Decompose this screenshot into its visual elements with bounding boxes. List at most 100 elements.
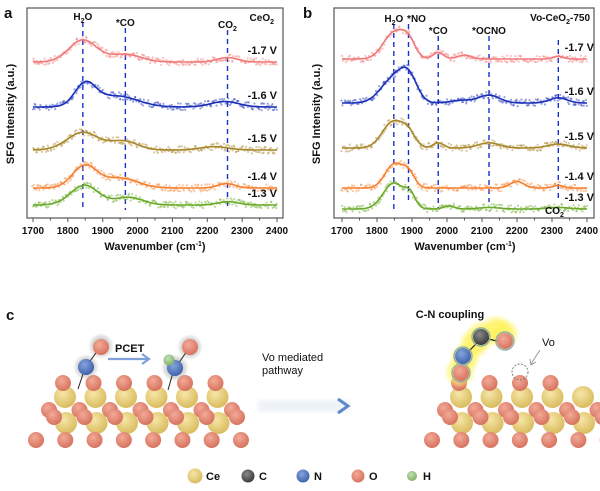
data-point xyxy=(451,149,454,152)
data-point xyxy=(432,205,435,208)
data-point xyxy=(269,146,272,150)
data-point xyxy=(570,97,573,100)
data-point xyxy=(585,60,589,63)
o-atom xyxy=(107,409,123,425)
data-point xyxy=(224,58,228,61)
data-point xyxy=(528,59,532,63)
data-point xyxy=(91,86,94,89)
data-point xyxy=(462,210,465,213)
data-point xyxy=(398,161,401,164)
data-point xyxy=(153,199,156,202)
data-point xyxy=(79,163,82,166)
data-point xyxy=(351,184,354,187)
data-point xyxy=(43,185,46,188)
data-point xyxy=(175,185,178,188)
data-point xyxy=(124,98,127,101)
data-point xyxy=(194,102,197,105)
data-point xyxy=(510,185,513,188)
data-point xyxy=(579,103,583,107)
data-point xyxy=(139,57,142,61)
x-tick-label: 1900 xyxy=(401,226,424,237)
data-point xyxy=(266,206,270,210)
data-point xyxy=(435,103,438,107)
legend-swatch-c xyxy=(241,469,255,483)
data-point xyxy=(480,93,483,96)
data-point xyxy=(159,63,163,67)
data-point xyxy=(460,185,463,188)
data-point xyxy=(242,182,245,186)
data-point xyxy=(174,151,177,154)
peak-label-star-no: *NO xyxy=(407,14,426,25)
x-tick-label: 2200 xyxy=(506,226,529,237)
ce-atom xyxy=(206,386,229,408)
data-point xyxy=(108,56,112,59)
data-point xyxy=(393,121,396,125)
data-point xyxy=(35,205,38,208)
data-point xyxy=(233,197,236,201)
data-point xyxy=(348,99,352,103)
data-point xyxy=(584,98,588,102)
data-point xyxy=(555,94,558,97)
data-point xyxy=(560,186,563,189)
series--1_6V: -1.6 V xyxy=(31,80,278,112)
data-point xyxy=(517,54,520,57)
data-point xyxy=(467,184,470,187)
data-point xyxy=(42,146,45,149)
data-point xyxy=(182,189,185,192)
data-point xyxy=(222,142,226,145)
data-point xyxy=(184,102,188,105)
data-point xyxy=(65,52,68,55)
data-point xyxy=(503,96,506,99)
data-point xyxy=(503,60,506,63)
data-point xyxy=(262,102,266,105)
data-point xyxy=(411,196,415,199)
data-point xyxy=(574,56,577,59)
data-point xyxy=(388,119,391,122)
series--1_3V: -1.3 V xyxy=(341,178,595,214)
o-atom xyxy=(28,432,44,448)
data-point xyxy=(238,187,241,191)
data-point xyxy=(168,184,171,187)
data-point xyxy=(470,57,473,60)
chart-title: CeO2 xyxy=(250,13,275,26)
data-point xyxy=(556,145,559,148)
data-point xyxy=(377,51,380,54)
data-point xyxy=(54,183,57,186)
data-point xyxy=(178,145,181,148)
data-point xyxy=(352,184,356,188)
data-point xyxy=(241,105,245,109)
data-point xyxy=(438,99,442,102)
data-point xyxy=(129,199,132,202)
data-point xyxy=(397,26,401,29)
data-point xyxy=(432,184,436,187)
data-point xyxy=(391,166,394,169)
data-point xyxy=(170,151,173,154)
data-point xyxy=(120,55,123,59)
data-point xyxy=(141,104,144,107)
data-point xyxy=(133,95,137,99)
data-point xyxy=(553,182,557,186)
data-point xyxy=(445,184,448,187)
data-point xyxy=(524,100,527,103)
data-point xyxy=(254,189,257,192)
data-point xyxy=(462,144,465,147)
data-point xyxy=(138,196,142,199)
data-point xyxy=(569,97,572,100)
data-point xyxy=(156,101,160,104)
data-point xyxy=(528,183,531,186)
data-point xyxy=(218,198,221,201)
data-point xyxy=(235,205,238,208)
data-point xyxy=(374,89,378,93)
data-point xyxy=(207,201,210,204)
data-point xyxy=(172,205,175,209)
data-point xyxy=(244,61,247,64)
data-point xyxy=(573,183,576,187)
data-point xyxy=(204,100,207,103)
data-point xyxy=(236,186,239,189)
data-point xyxy=(220,147,223,150)
data-point xyxy=(425,94,428,97)
data-point xyxy=(501,183,504,186)
data-point xyxy=(581,100,584,103)
data-point xyxy=(503,183,506,186)
data-point xyxy=(425,183,428,186)
